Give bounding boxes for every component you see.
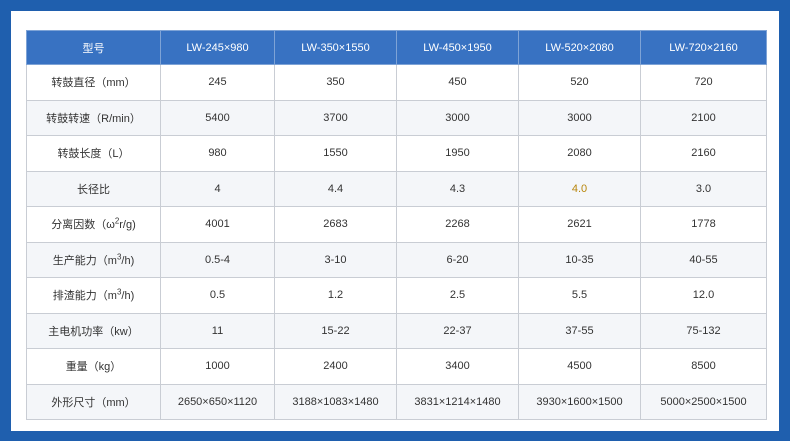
label-superscript: 3	[116, 287, 122, 297]
label-text: 生产能力（m	[52, 254, 117, 267]
label-text: 分离因数（ω	[51, 219, 115, 232]
table-cell: 2080	[518, 135, 641, 172]
table-cell: 2160	[640, 135, 767, 172]
table-cell: 2100	[640, 99, 767, 136]
table-cell: 22-37	[396, 312, 519, 349]
table-cell: 15-22	[274, 312, 397, 349]
row-label-drum-length: 转鼓长度（L）	[26, 135, 161, 172]
table-cell: 2650×650×1120	[160, 383, 275, 420]
label-text: r/g)	[119, 219, 136, 232]
row-label-capacity: 生产能力（m3/h)	[26, 241, 161, 278]
row-label-drum-diameter: 转鼓直径（mm）	[26, 64, 161, 101]
table-row: 转鼓直径（mm） 245 350 450 520 720	[26, 64, 767, 101]
table-cell: 3930×1600×1500	[518, 383, 641, 420]
label-text: /h)	[121, 254, 135, 267]
table-cell: 1000	[160, 348, 275, 385]
row-label-aspect-ratio: 长径比	[26, 170, 161, 207]
table-cell: 245	[160, 64, 275, 101]
label-text: 排渣能力（m	[52, 290, 117, 303]
spec-table: 型号 LW-245×980 LW-350×1550 LW-450×1950 LW…	[26, 30, 767, 420]
table-cell: 40-55	[640, 241, 767, 278]
table-cell: 4.4	[274, 170, 397, 207]
table-cell: 5.5	[518, 277, 641, 314]
table-cell: 3000	[518, 99, 641, 136]
table-cell: 0.5-4	[160, 241, 275, 278]
header-lw-350: LW-350×1550	[274, 30, 397, 65]
table-cell: 3000	[396, 99, 519, 136]
table-header-row: 型号 LW-245×980 LW-350×1550 LW-450×1950 LW…	[26, 30, 767, 65]
table-cell: 980	[160, 135, 275, 172]
row-label-dimensions: 外形尺寸（mm）	[26, 383, 161, 420]
table-cell: 4.3	[396, 170, 519, 207]
table-cell: 8500	[640, 348, 767, 385]
header-lw-520: LW-520×2080	[518, 30, 641, 65]
label-superscript: 3	[116, 252, 122, 262]
table-cell: 12.0	[640, 277, 767, 314]
table-cell: 3.0	[640, 170, 767, 207]
table-cell: 37-55	[518, 312, 641, 349]
table-row: 生产能力（m3/h) 0.5-4 3-10 6-20 10-35 40-55	[26, 241, 767, 278]
table-cell: 2683	[274, 206, 397, 243]
table-cell: 1950	[396, 135, 519, 172]
header-lw-720: LW-720×2160	[640, 30, 767, 65]
table-cell: 3400	[396, 348, 519, 385]
header-model: 型号	[26, 30, 161, 65]
table-cell: 75-132	[640, 312, 767, 349]
row-label-weight: 重量（kg）	[26, 348, 161, 385]
table-cell: 5000×2500×1500	[640, 383, 767, 420]
table-cell: 2268	[396, 206, 519, 243]
table-row: 排渣能力（m3/h) 0.5 1.2 2.5 5.5 12.0	[26, 277, 767, 314]
table-cell: 350	[274, 64, 397, 101]
row-label-separation-factor: 分离因数（ω2r/g)	[26, 206, 161, 243]
table-cell: 1550	[274, 135, 397, 172]
table-row: 重量（kg） 1000 2400 3400 4500 8500	[26, 348, 767, 385]
header-lw-450: LW-450×1950	[396, 30, 519, 65]
table-cell: 520	[518, 64, 641, 101]
row-label-drum-speed: 转鼓转速（R/min）	[26, 99, 161, 136]
table-cell: 3700	[274, 99, 397, 136]
table-cell: 720	[640, 64, 767, 101]
table-cell-highlight: 4.0	[518, 170, 641, 207]
table-cell: 5400	[160, 99, 275, 136]
table-cell: 6-20	[396, 241, 519, 278]
table-cell: 2.5	[396, 277, 519, 314]
table-row: 转鼓转速（R/min） 5400 3700 3000 3000 2100	[26, 99, 767, 136]
table-row: 主电机功率（kw） 11 15-22 22-37 37-55 75-132	[26, 312, 767, 349]
table-row: 外形尺寸（mm） 2650×650×1120 3188×1083×1480 38…	[26, 383, 767, 420]
table-cell: 4500	[518, 348, 641, 385]
table-cell: 2400	[274, 348, 397, 385]
table-cell: 2621	[518, 206, 641, 243]
table-row: 长径比 4 4.4 4.3 4.0 3.0	[26, 170, 767, 207]
table-cell: 1778	[640, 206, 767, 243]
row-label-motor-power: 主电机功率（kw）	[26, 312, 161, 349]
table-cell: 450	[396, 64, 519, 101]
table-cell: 3831×1214×1480	[396, 383, 519, 420]
table-cell: 3188×1083×1480	[274, 383, 397, 420]
table-cell: 1.2	[274, 277, 397, 314]
table-cell: 4001	[160, 206, 275, 243]
label-superscript: 2	[114, 216, 120, 226]
table-cell: 3-10	[274, 241, 397, 278]
table-cell: 4	[160, 170, 275, 207]
table-cell: 10-35	[518, 241, 641, 278]
table-row: 转鼓长度（L） 980 1550 1950 2080 2160	[26, 135, 767, 172]
table-cell: 11	[160, 312, 275, 349]
header-lw-245: LW-245×980	[160, 30, 275, 65]
table-cell: 0.5	[160, 277, 275, 314]
table-row: 分离因数（ω2r/g) 4001 2683 2268 2621 1778	[26, 206, 767, 243]
row-label-slag-discharge: 排渣能力（m3/h)	[26, 277, 161, 314]
spec-panel: 型号 LW-245×980 LW-350×1550 LW-450×1950 LW…	[11, 11, 779, 431]
label-text: /h)	[121, 290, 135, 303]
